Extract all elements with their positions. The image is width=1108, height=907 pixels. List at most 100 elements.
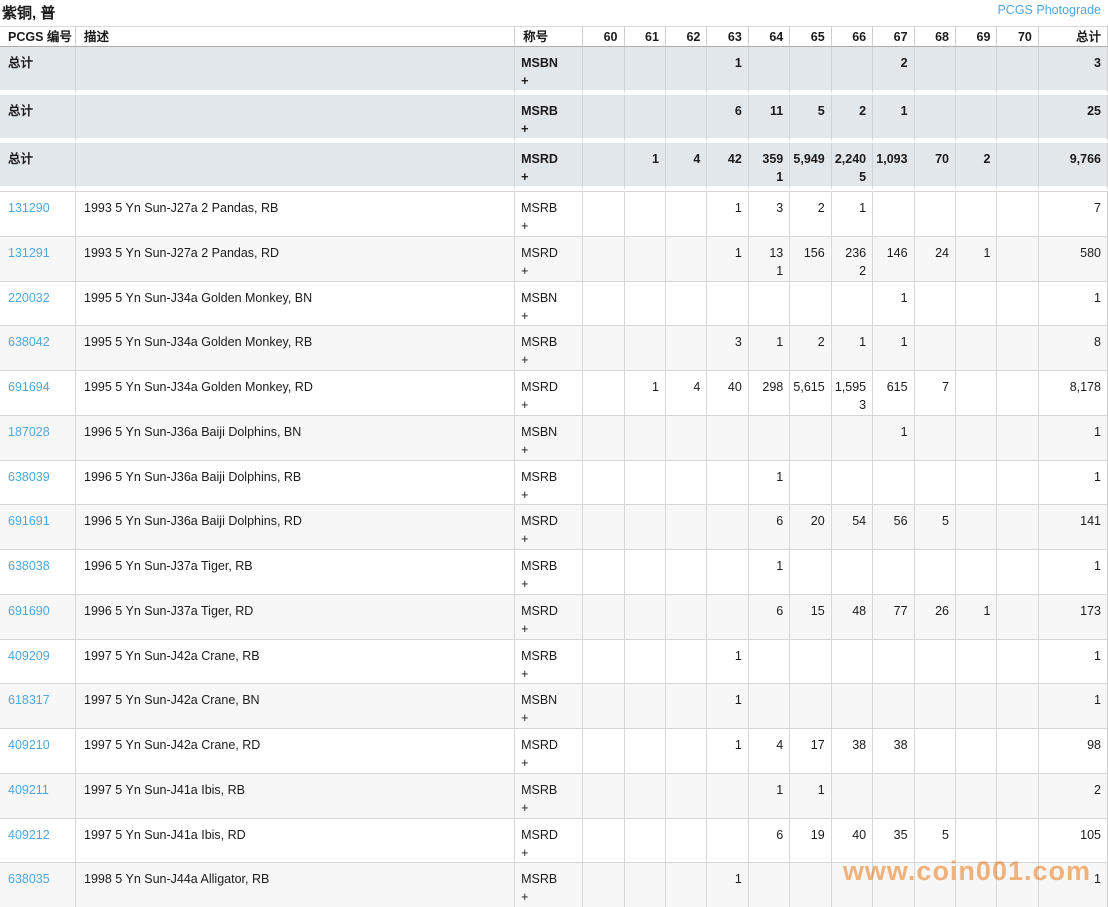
designation-plus: + [521,398,529,412]
grade-cell-62 [664,95,707,143]
grade-cell-66: 38 [830,728,873,773]
grade-cell-61 [623,459,665,505]
grade-cell-61 [623,593,665,639]
designation-name: MSRD [521,738,558,752]
grade-cell-63: 1 [706,47,748,95]
grade-cell-64: 6 [747,504,790,549]
coin-description: 1995 5 Yn Sun-J34a Golden Monkey, BN [75,280,515,326]
col-header-grade-62: 62 [664,26,707,47]
row-total-cell: 141 [1037,504,1108,549]
pcgs-number-link[interactable]: 409212 [8,827,50,842]
row-total-cell: 580 [1037,235,1108,281]
grade-cell-68: 5 [913,504,955,549]
pcgs-number-link[interactable]: 409211 [8,782,49,797]
grade-cell-60 [582,728,624,773]
grade-cell-64: 1 [747,325,790,370]
grade-cell-68: 26 [913,593,955,639]
designation-cell: MSRB + [514,191,583,236]
designation-name: MSRD [521,514,558,529]
col-header-pcgs-number: PCGS 编号 [0,26,75,47]
grade-cell-64: 359 1 [747,143,790,191]
grade-cell-69 [955,772,997,818]
topbar: 紫铜, 普 PCGS Photograde [0,0,1108,26]
pcgs-number-link[interactable]: 618317 [8,693,50,708]
grade-cell-64 [747,47,790,95]
pcgs-number-cell: 638042 [0,325,75,370]
grade-cell-60 [582,414,624,460]
grade-cell-63 [706,549,748,594]
pcgs-number-link[interactable]: 409210 [8,738,50,752]
pcgs-number-link[interactable]: 409209 [8,648,50,663]
grade-cell-60 [582,683,624,728]
pcgs-number-link[interactable]: 131290 [8,201,50,215]
grade-cell-69 [955,47,997,95]
grade-cell-63: 1 [706,235,748,281]
pcgs-number-link[interactable]: 638039 [8,469,50,484]
designation-cell: MSBN + [514,683,583,728]
pcgs-number-link[interactable]: 691694 [8,380,50,394]
grade-cell-60 [582,235,624,281]
pcgs-number-link[interactable]: 691691 [8,514,50,529]
pcgs-number-link[interactable]: 691690 [8,603,50,618]
grade-cell-67: 146 [872,235,914,281]
grade-cell-65 [789,47,831,95]
pcgs-photograde-link[interactable]: PCGS Photograde [997,3,1101,17]
designation-name: MSBN [521,290,558,305]
designation-name: MSRD [521,152,558,166]
pcgs-number-link[interactable]: 131291 [8,245,50,260]
designation-cell: MSRD + [514,728,583,773]
grade-cell-62 [664,549,707,594]
grade-cell-60 [582,772,624,818]
grade-cell-67 [872,772,914,818]
pcgs-number-cell: 691691 [0,504,75,549]
grade-cell-66: 1 [830,325,873,370]
grade-cell-66: 40 [830,817,873,863]
pcgs-number-cell: 618317 [0,683,75,728]
designation-plus: + [521,890,529,905]
designation-plus: + [521,532,529,547]
table-row: 638039 1996 5 Yn Sun-J36a Baiji Dolphins… [0,459,1108,505]
pcgs-number-cell: 409210 [0,728,75,773]
designation-cell: MSRD + [514,143,583,191]
table-row: 409209 1997 5 Yn Sun-J42a Crane, RB MSRB… [0,638,1108,684]
grade-cell-67 [872,862,914,907]
grade-cell-62 [664,817,707,863]
coin-description: 1996 5 Yn Sun-J36a Baiji Dolphins, BN [75,414,515,460]
col-header-grade-65: 65 [789,26,831,47]
grade-cell-61 [623,683,665,728]
coin-description: 1996 5 Yn Sun-J37a Tiger, RD [75,593,515,639]
designation-plus: + [521,800,529,815]
grade-cell-62 [664,683,707,728]
grade-cell-63 [706,414,748,460]
pcgs-number-link[interactable]: 638035 [8,872,50,887]
col-header-grade-63: 63 [706,26,748,47]
grade-cell-63 [706,280,748,326]
grade-cell-70 [996,325,1038,370]
grade-cell-69 [955,95,997,143]
grade-cell-67: 1 [872,414,914,460]
grade-cell-69 [955,683,997,728]
pcgs-number-link[interactable]: 638042 [8,335,50,350]
grade-cell-62 [664,728,707,773]
grade-cell-68 [913,638,955,684]
table-row: 131291 1993 5 Yn Sun-J27a 2 Pandas, RD M… [0,235,1108,281]
grade-cell-63: 1 [706,638,748,684]
coin-description [75,143,515,191]
grade-cell-65: 15 [789,593,831,639]
grade-cell-67: 1 [872,280,914,326]
pcgs-number-cell: 691690 [0,593,75,639]
row-total-cell: 8 [1037,325,1108,370]
pcgs-number-link[interactable]: 220032 [8,290,50,305]
pcgs-number-link[interactable]: 187028 [8,424,50,439]
pcgs-number-cell: 638035 [0,862,75,907]
grade-cell-66 [830,549,873,594]
table-row: 131290 1993 5 Yn Sun-J27a 2 Pandas, RB M… [0,191,1108,236]
grade-cell-61 [623,95,665,143]
grade-cell-64: 6 [747,817,790,863]
grade-cell-66 [830,772,873,818]
coin-description: 1997 5 Yn Sun-J42a Crane, RD [75,728,515,773]
table-row: 618317 1997 5 Yn Sun-J42a Crane, BN MSBN… [0,683,1108,728]
designation-name: MSRB [521,559,558,573]
pcgs-number-link[interactable]: 638038 [8,559,50,573]
grade-cell-63: 42 [706,143,748,191]
